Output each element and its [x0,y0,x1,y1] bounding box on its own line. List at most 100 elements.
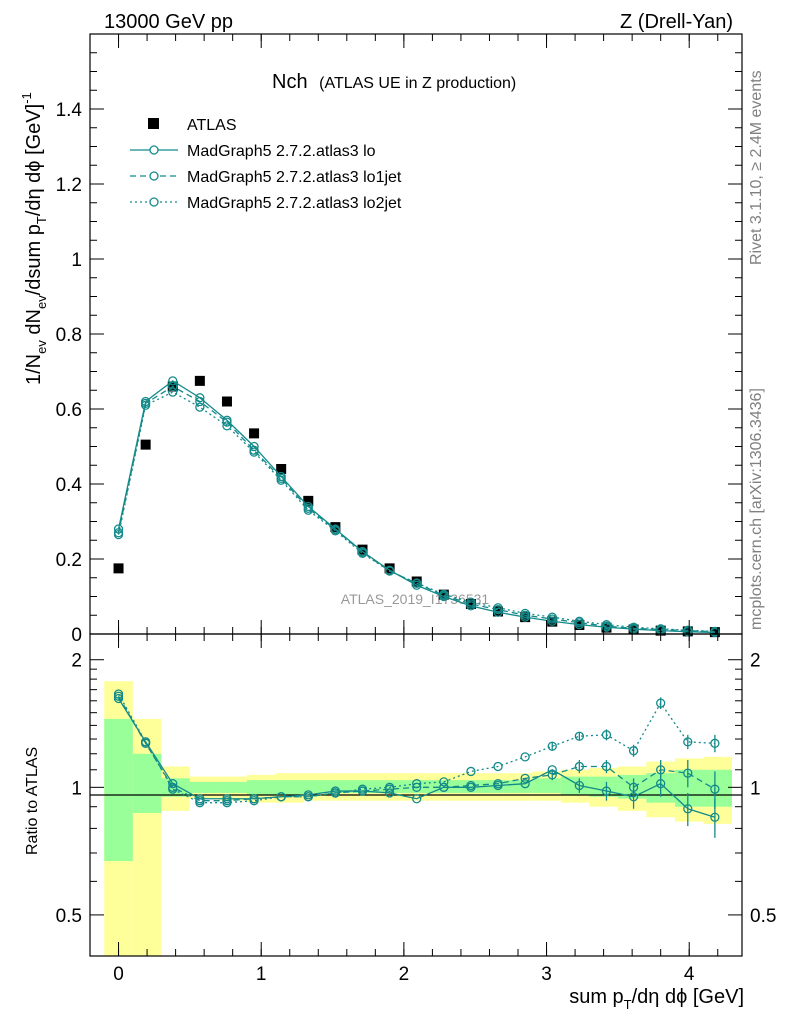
mc-series-marker [168,381,178,392]
mc-series-marker [276,475,286,485]
mc-series-marker [710,626,720,637]
ratio-series-line-2 [117,693,715,804]
mc-series-marker [195,396,205,407]
ratio-series-marker [574,761,585,772]
ratio-band-inner [246,780,276,795]
mc-series-marker [330,526,341,536]
ratio-band-inner [361,780,390,793]
ratio-series-marker [412,779,422,789]
ratio-y-tick-label: 2 [71,651,82,672]
mc-series-marker [303,505,313,515]
atlas-data-point [194,375,205,386]
mc-series-marker [547,612,557,622]
ratio-series-marker [547,741,557,751]
legend-mc-marker [149,145,159,155]
ratio-series-marker [168,784,178,794]
ratio-series-marker [710,812,720,822]
ratio-series-marker [195,798,205,808]
ratio-series-marker [601,730,612,740]
ratio-series-marker [303,792,313,802]
main-y-tick-label: 1 [71,250,82,271]
mc-series-marker [384,566,395,576]
main-y-tick-label: 1.2 [56,175,82,196]
atlas-data-point [113,563,124,574]
rivet-version-label: Rivet 3.1.10, ≥ 2.4M events [748,70,765,265]
ratio-panel-frame [89,633,743,957]
ratio-series-marker [656,765,666,775]
mc-series-marker [628,622,639,632]
atlas-data-point [465,599,476,609]
x-tick-label: 4 [684,964,695,985]
plot-title-sub: (ATLAS UE in Z production) [319,75,516,92]
ratio-series-marker [601,761,612,772]
ratio-y-tick-label: 1 [71,778,82,799]
ratio-series-marker [628,782,639,792]
ratio-band-inner [617,774,647,799]
mc-series-marker [249,447,259,457]
plot-title: Nch (ATLAS UE in Z production) [272,71,516,93]
main-y-tick-label: 0.4 [56,475,83,496]
legend-entry-label: ATLAS [187,117,237,134]
ratio-series-marker [384,788,395,798]
ratio-series-marker [412,794,422,804]
ratio-series-marker [222,798,232,808]
ratio-series-marker [412,782,422,792]
atlas-data-point [140,439,151,450]
legend: ATLAS MadGraph5 2.7.2.atlas3 lo MadGraph5 … [130,117,402,212]
ratio-band-inner [304,780,333,793]
ratio-series-marker [710,784,720,794]
ratio-series-marker [520,752,530,762]
ratio-series-marker [520,773,530,783]
main-y-tick-label: 0 [71,625,82,646]
x-tick-label: 2 [399,964,410,985]
ratio-series-marker [493,779,503,789]
ratio-series-marker [547,770,557,780]
mcplots-reference-label: mcplots.cern.ch [arXiv:1306.3436] [748,388,765,630]
main-y-axis-label: 1/Nev dNev/dsum pT/dη dϕ [GeV]-1 [19,92,49,385]
ratio-y-tick-label-right: 1 [750,778,761,799]
ratio-y-tick-label-right: 0.5 [750,906,776,927]
main-y-tick-label: 1.4 [56,100,83,121]
legend-entry-label: MadGraph5 2.7.2.atlas3 lo2jet [187,195,402,212]
x-tick-label: 0 [113,964,124,985]
ratio-band-inner [532,778,561,793]
ratio-series-marker [628,746,639,756]
ratio-series-marker [493,761,503,772]
atlas-data-point [221,396,232,407]
ratio-series-marker [384,782,395,792]
ratio-panel: 0 1 2 3 4 0.5 0.5 1 1 2 2 [56,633,776,985]
mc-series-marker [439,589,449,599]
ratio-band-inner [275,780,305,795]
ratio-series-marker [574,780,585,791]
ratio-series-marker [601,786,612,796]
ratio-series-marker [466,766,476,777]
ratio-series-marker [357,784,368,794]
main-y-tick-label: 0.6 [56,400,82,421]
ratio-band-inner [218,781,247,793]
mc-series-marker [357,548,368,559]
mc-series-marker [520,608,530,619]
plot-title-main: Nch [272,71,308,93]
mc-series-marker [412,578,422,588]
mc-series-marker [195,402,205,412]
ratio-y-tick-label-right: 2 [750,651,761,672]
x-axis-label: sum pT/dη dϕ [GeV] [569,986,744,1012]
atlas-data-point [276,464,287,474]
ratio-band-inner [703,769,733,807]
ratio-series-marker [656,698,666,708]
atlas-data-point [303,495,314,506]
atlas-data-point [249,428,260,439]
x-tick-label: 3 [541,964,552,985]
ratio-series-marker [330,788,341,798]
ratio-band-inner [189,781,219,793]
mc-series-line-2 [117,385,715,633]
ratio-band-inner [389,780,419,793]
mc-series-marker [574,616,585,626]
atlas-data-point [438,589,449,600]
mc-series-marker [466,597,476,607]
ratio-y-axis-label: Ratio to ATLAS [24,747,41,855]
ratio-series-marker [683,768,693,778]
legend-mc-marker [149,171,159,181]
mc-series-line-3 [117,391,715,633]
mc-series-marker [113,529,124,540]
